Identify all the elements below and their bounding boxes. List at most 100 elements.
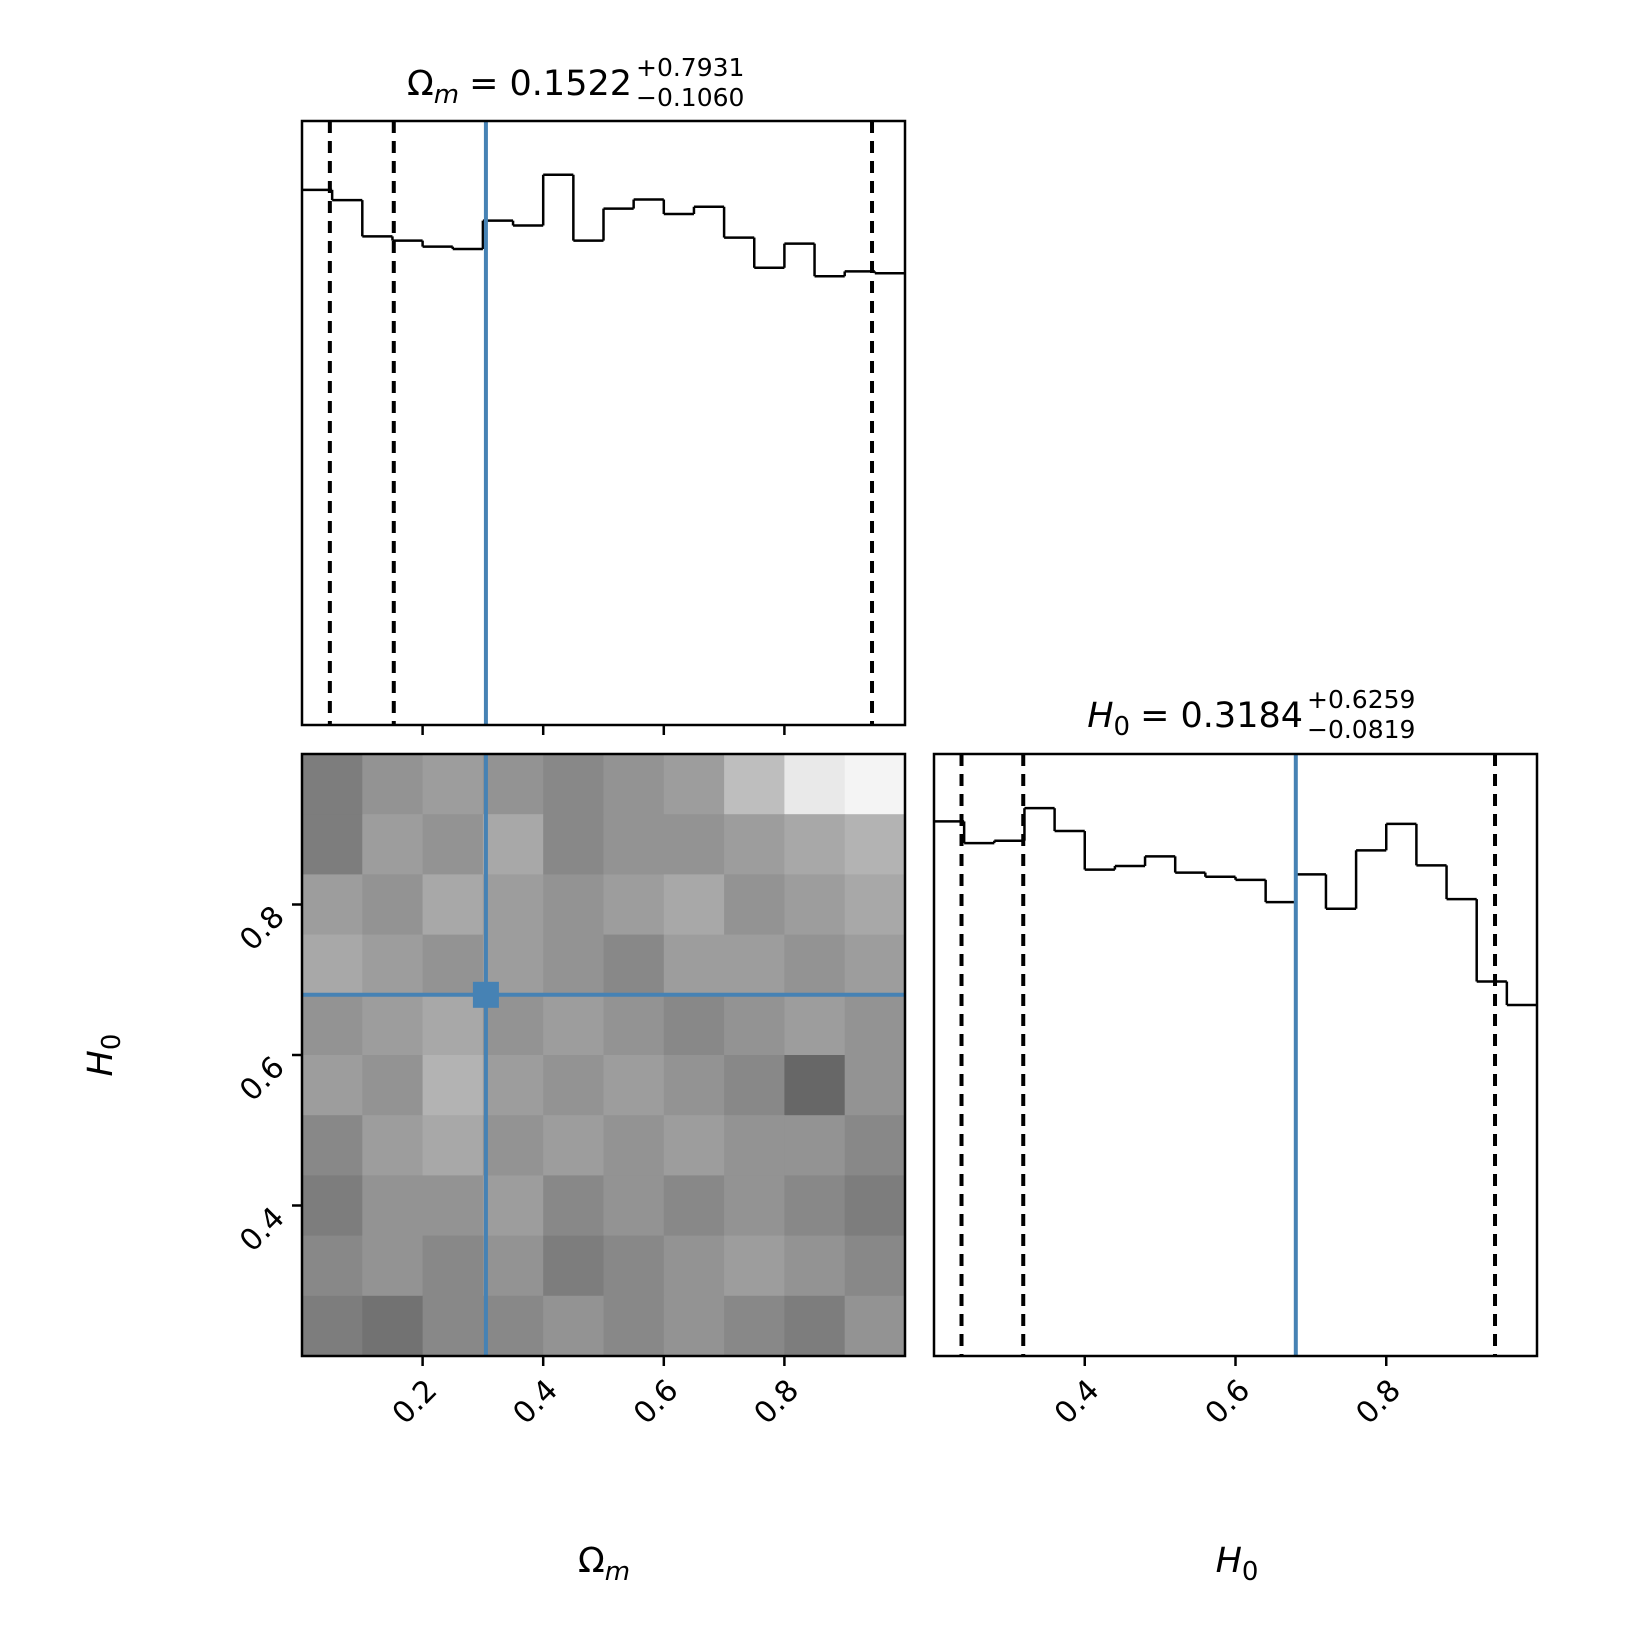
density-cell	[603, 874, 665, 936]
title-lower: −0.1060	[636, 83, 744, 112]
density-cell	[724, 1175, 785, 1237]
density-cell	[844, 1295, 906, 1357]
density-cell	[784, 874, 846, 936]
density-cell	[302, 1175, 363, 1237]
density-cell	[724, 874, 785, 936]
x-tick-label: 0.4	[506, 1373, 564, 1431]
density-cell	[302, 1295, 363, 1357]
density-cell	[362, 994, 424, 1056]
x-tick-label: 0.6	[627, 1373, 685, 1431]
density-cell	[663, 1235, 725, 1297]
density-cell	[543, 1235, 604, 1297]
density-cell	[603, 1295, 665, 1357]
density-cell	[543, 1295, 604, 1357]
density-cell	[603, 934, 665, 996]
density-cell	[724, 994, 785, 1056]
density-cell	[603, 814, 665, 875]
density-cell	[844, 1115, 906, 1176]
density-cell	[724, 1235, 785, 1297]
panel-title: H0 = 0.3184	[1087, 696, 1303, 742]
density-cell	[844, 934, 906, 996]
density-cell	[543, 934, 604, 996]
density-cell	[724, 754, 785, 815]
density-cell	[362, 1115, 424, 1176]
density-cell	[422, 1235, 484, 1297]
density-cell	[663, 1295, 725, 1357]
density-cell	[302, 754, 363, 815]
density-cell	[543, 874, 604, 936]
density-cell	[302, 1115, 363, 1176]
density-cell	[784, 754, 846, 815]
x-tick-label: 0.8	[748, 1373, 806, 1431]
density-cell	[844, 754, 906, 815]
density-cell	[603, 1055, 665, 1116]
x-tick-label: 0.4	[1048, 1373, 1106, 1431]
density-cell	[663, 1055, 725, 1116]
density-cell	[663, 1115, 725, 1176]
density-cell	[663, 994, 725, 1056]
density-cell	[422, 814, 484, 875]
density-cell	[543, 1175, 604, 1237]
density-cell	[302, 1055, 363, 1116]
density-cell	[663, 1175, 725, 1237]
density-cell	[784, 814, 846, 875]
title-lower: −0.0819	[1307, 715, 1415, 744]
density-cell	[784, 1295, 846, 1357]
density-cell	[362, 1055, 424, 1116]
density-cell	[482, 1175, 544, 1237]
density-cell	[302, 1235, 363, 1297]
x-axis-label: H0	[1216, 1541, 1259, 1587]
density-cell	[362, 814, 424, 875]
density-cell	[543, 994, 604, 1056]
density-cell	[422, 874, 484, 936]
density-cell	[362, 934, 424, 996]
density-cell	[663, 814, 725, 875]
y-tick-label: 0.6	[233, 1050, 291, 1108]
density-cell	[422, 1055, 484, 1116]
density-cell	[302, 874, 363, 936]
title-upper: +0.7931	[636, 53, 744, 82]
density-cell	[844, 1055, 906, 1116]
density-cell	[482, 1235, 544, 1297]
density-cell	[724, 1115, 785, 1176]
density-cell	[603, 754, 665, 815]
density-cell	[362, 754, 424, 815]
x-tick-label: 0.8	[1349, 1373, 1407, 1431]
x-tick-label: 0.6	[1199, 1373, 1257, 1431]
density-cell	[482, 814, 544, 875]
density-cell	[362, 874, 424, 936]
density-cell	[422, 1175, 484, 1237]
density-cell	[724, 814, 785, 875]
title-upper: +0.6259	[1307, 685, 1415, 714]
density-cell	[543, 754, 604, 815]
y-tick-label: 0.8	[233, 899, 291, 957]
density-cell	[302, 814, 363, 875]
density-cell	[302, 934, 363, 996]
density-cell	[784, 1055, 846, 1116]
density-cell	[482, 1115, 544, 1176]
density-cell	[724, 1055, 785, 1116]
density-cell	[603, 1115, 665, 1176]
panel-title: Ωm = 0.1522	[407, 64, 632, 110]
density-cell	[844, 1175, 906, 1237]
y-tick-label: 0.4	[233, 1200, 291, 1258]
density-cell	[362, 1175, 424, 1237]
density-cell	[784, 994, 846, 1056]
x-axis-label: Ωm	[578, 1541, 630, 1587]
density-cell	[784, 1235, 846, 1297]
density-cell	[482, 874, 544, 936]
panel-frame	[300, 119, 907, 727]
x-tick-label: 0.2	[386, 1373, 444, 1431]
density-cell	[422, 1295, 484, 1357]
density-cell	[784, 1115, 846, 1176]
density-cell	[543, 1115, 604, 1176]
density-cell	[482, 1055, 544, 1116]
y-axis-label: H0	[81, 1034, 127, 1077]
density-cell	[482, 1295, 544, 1357]
density-cell	[844, 994, 906, 1056]
density-cell	[663, 754, 725, 815]
density-cell	[543, 814, 604, 875]
density-cell	[844, 874, 906, 936]
